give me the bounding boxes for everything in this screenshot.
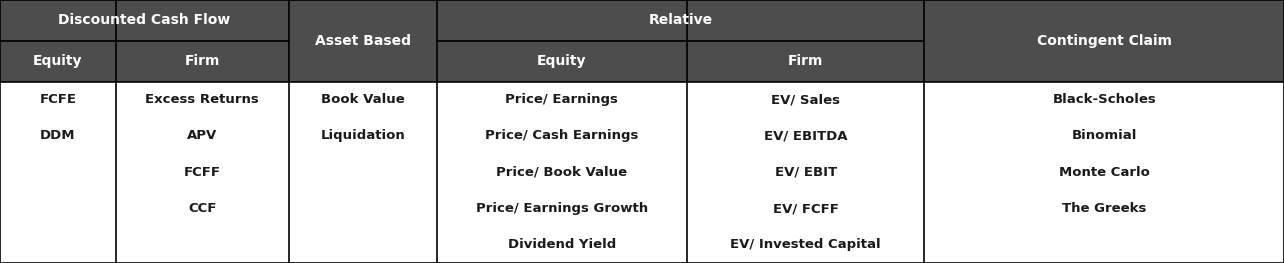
Text: Dividend Yield: Dividend Yield [507,238,616,251]
Text: Black-Scholes: Black-Scholes [1053,93,1156,106]
Text: Relative: Relative [648,13,713,27]
Bar [0,82,1284,263]
Text: Price/ Cash Earnings: Price/ Cash Earnings [485,129,638,143]
Bar [289,0,437,82]
Text: Book Value: Book Value [321,93,404,106]
Bar [116,41,289,82]
Text: Price/ Earnings: Price/ Earnings [506,93,618,106]
Bar [437,0,924,41]
Text: Liquidation: Liquidation [320,129,406,143]
Text: Price/ Earnings Growth: Price/ Earnings Growth [475,202,648,215]
Text: Binomial: Binomial [1072,129,1136,143]
Text: EV/ Sales: EV/ Sales [772,93,840,106]
Text: Asset Based: Asset Based [315,34,411,48]
Bar [687,41,924,82]
Bar [924,0,1284,82]
Text: APV: APV [187,129,217,143]
Text: FCFF: FCFF [184,166,221,179]
Text: Price/ Book Value: Price/ Book Value [496,166,628,179]
Text: Discounted Cash Flow: Discounted Cash Flow [58,13,231,27]
Text: EV/ Invested Capital: EV/ Invested Capital [731,238,881,251]
Text: Equity: Equity [537,54,587,68]
Text: Monte Carlo: Monte Carlo [1059,166,1149,179]
Text: EV/ EBITDA: EV/ EBITDA [764,129,847,143]
Text: Equity: Equity [33,54,82,68]
Text: EV/ FCFF: EV/ FCFF [773,202,838,215]
Text: EV/ EBIT: EV/ EBIT [774,166,837,179]
Text: DDM: DDM [40,129,76,143]
Text: Firm: Firm [788,54,823,68]
Text: The Greeks: The Greeks [1062,202,1147,215]
Text: Excess Returns: Excess Returns [145,93,259,106]
Text: CCF: CCF [187,202,217,215]
Text: Contingent Claim: Contingent Claim [1036,34,1172,48]
Bar [0,41,116,82]
Bar [0,0,289,41]
Text: FCFE: FCFE [40,93,76,106]
Bar [437,41,687,82]
Text: Firm: Firm [185,54,220,68]
